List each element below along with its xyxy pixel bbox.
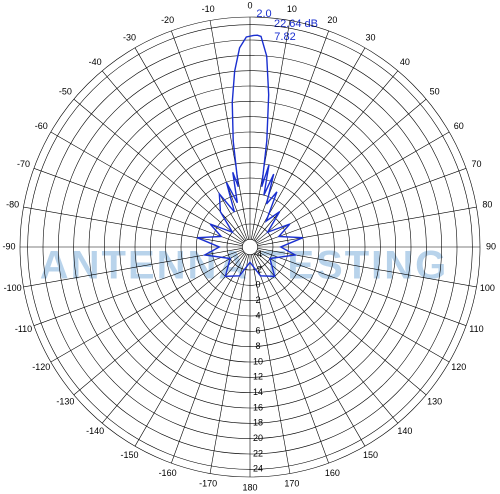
theta-tick-label: -170 [199,479,217,489]
grid-spoke [73,98,245,243]
theta-tick-label: 50 [430,86,440,96]
grid-spoke [23,206,243,246]
grid-spoke [134,253,247,447]
theta-tick-label: -30 [123,33,136,43]
r-tick-label: 2 [255,295,260,305]
pattern-line [196,34,304,278]
theta-tick-label: 120 [451,362,466,372]
theta-tick-label: -160 [159,468,177,478]
theta-tick-label: 0 [247,0,252,10]
r-tick-label: 8 [255,341,260,351]
theta-tick-label: 150 [363,450,378,460]
grid-spoke [257,168,467,245]
grid-spoke [33,249,243,326]
annotation: 7.82 [274,31,295,43]
grid-spoke [257,206,477,246]
grid-spoke [256,250,450,363]
grid-spoke [255,98,427,243]
grid-spoke [253,47,366,241]
r-tick-label: 24 [253,464,263,474]
grid-spoke [33,168,243,245]
theta-tick-label: -20 [161,15,174,25]
theta-tick-label: -140 [86,426,104,436]
theta-tick-label: -60 [35,121,48,131]
grid-spoke [171,30,248,240]
r-tick-label: 12 [253,372,263,382]
theta-tick-label: 40 [400,57,410,67]
theta-tick-label: 110 [469,324,483,334]
theta-tick-label: 140 [397,426,412,436]
theta-tick-label: 80 [482,200,492,210]
r-tick-label: -4 [254,249,262,259]
theta-tick-label: -80 [6,200,19,210]
r-tick-label: 20 [253,433,263,443]
r-tick-label: 10 [253,356,263,366]
theta-tick-label: 70 [471,159,481,169]
r-tick-label: 18 [253,418,263,428]
annotation: 2.0 [256,8,271,20]
grid-spoke [252,254,329,464]
r-tick-label: 22 [253,448,263,458]
r-tick-label: 4 [255,310,260,320]
grid-spoke [73,251,245,396]
theta-tick-label: -150 [120,450,138,460]
theta-tick-label: -50 [59,86,72,96]
grid-spoke [252,30,329,240]
theta-tick-label: 20 [327,15,337,25]
theta-tick-label: -110 [15,324,32,334]
theta-tick-label: 10 [287,4,297,14]
theta-tick-label: 170 [284,479,299,489]
grid-spoke [209,254,249,474]
theta-tick-label: 60 [454,121,464,131]
grid-spoke [251,20,291,240]
theta-tick-label: -70 [17,159,30,169]
theta-tick-label: -120 [32,362,50,372]
grid-spoke [101,252,246,424]
grid-spoke [253,253,366,447]
theta-tick-label: -40 [89,57,102,67]
grid-spoke [50,250,244,363]
grid-spoke [257,249,467,326]
r-tick-label: 14 [253,387,263,397]
grid-spoke [251,254,291,474]
grid-spoke [254,252,399,424]
r-tick-label: 16 [253,402,263,412]
theta-tick-label: -130 [56,396,74,406]
theta-tick-label: 160 [325,468,340,478]
grid-spoke [171,254,248,464]
theta-tick-label: 30 [365,33,375,43]
grid-spoke [209,20,249,240]
grid-spoke [134,47,247,241]
theta-tick-label: -10 [202,4,215,14]
r-tick-label: -2 [254,264,262,274]
theta-tick-label: 90 [486,241,496,251]
theta-tick-label: -100 [4,283,22,293]
r-tick-label: 0 [255,280,260,290]
annotation: 22.64 dB [274,18,318,30]
theta-tick-label: 100 [480,283,495,293]
grid-spoke [255,251,427,396]
theta-tick-label: 180 [242,482,257,492]
theta-tick-label: 130 [427,396,442,406]
theta-tick-label: -90 [2,241,15,251]
r-tick-label: 6 [255,326,260,336]
